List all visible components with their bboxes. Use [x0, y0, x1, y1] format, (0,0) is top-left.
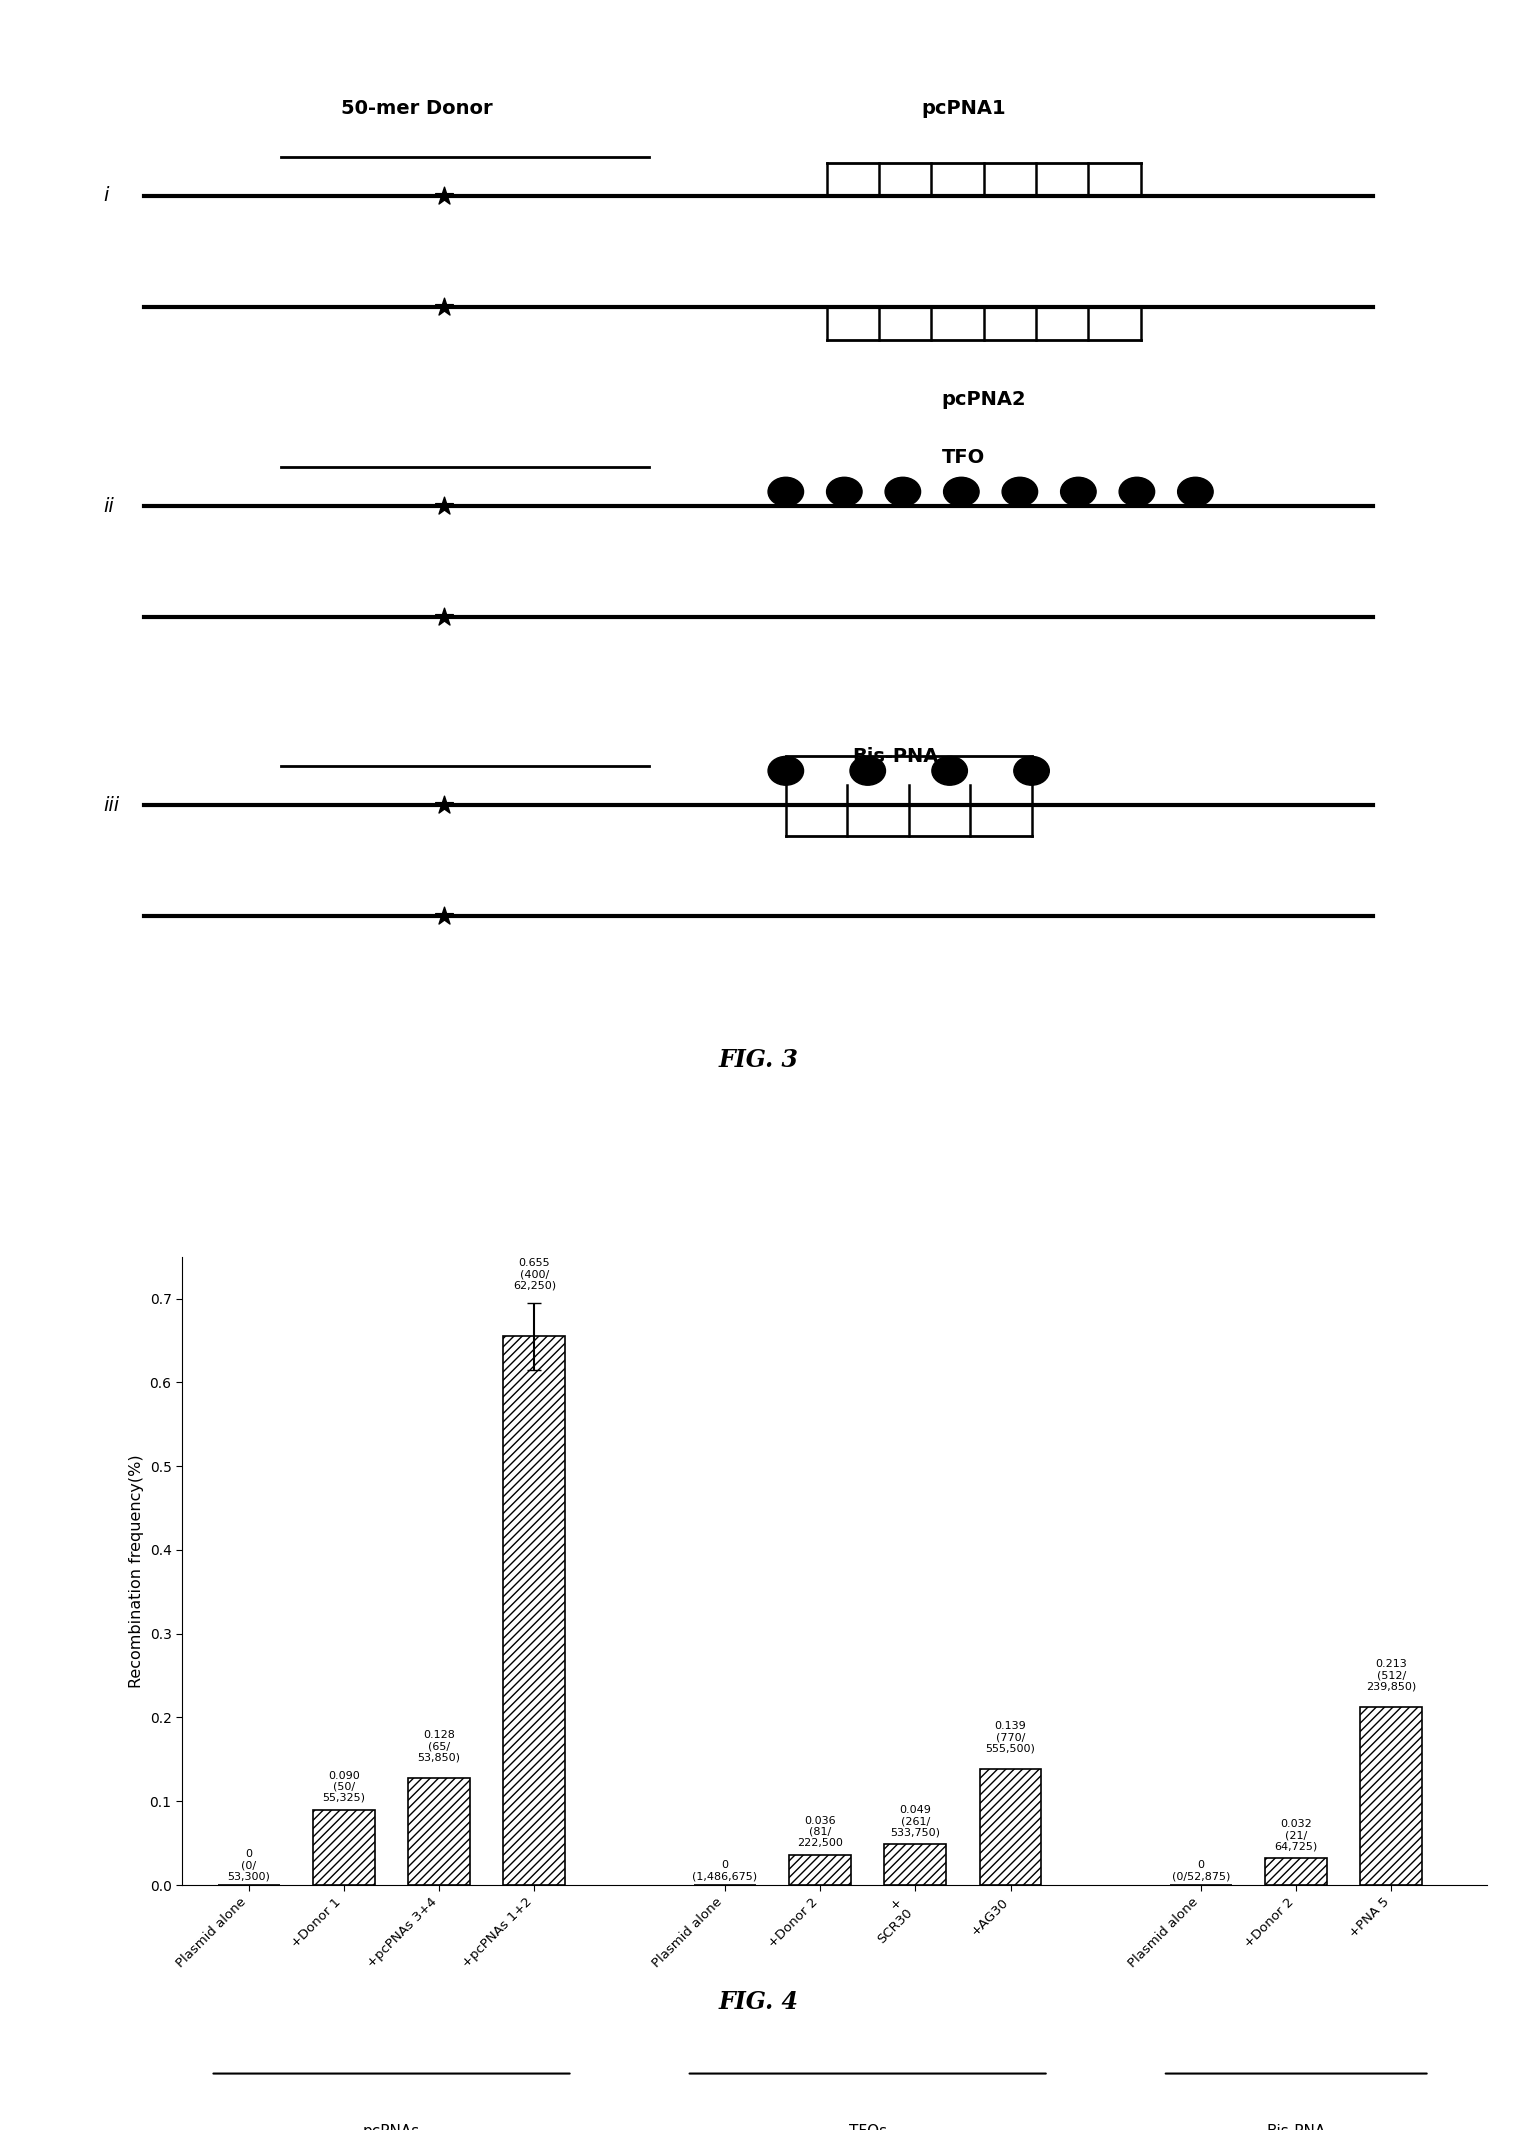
Text: iii: iii — [103, 797, 120, 814]
Circle shape — [1003, 477, 1038, 507]
Text: FIG. 4: FIG. 4 — [719, 1989, 798, 2015]
Bar — [1361, 1706, 1423, 1885]
Point — [432, 179, 457, 213]
Text: i: i — [103, 187, 109, 204]
Text: FIG. 3: FIG. 3 — [719, 1048, 798, 1071]
Text: TFOs: TFOs — [848, 2124, 887, 2130]
Text: 0
(1,486,675): 0 (1,486,675) — [692, 1859, 757, 1881]
Circle shape — [1177, 477, 1214, 507]
Bar — [789, 1855, 851, 1885]
Text: 0.032
(21/
64,725): 0.032 (21/ 64,725) — [1274, 1819, 1318, 1851]
Circle shape — [850, 756, 886, 786]
Text: 0.128
(65/
53,850): 0.128 (65/ 53,850) — [417, 1730, 461, 1764]
Point — [432, 290, 457, 324]
Text: pcPNA1: pcPNA1 — [921, 100, 1006, 119]
Circle shape — [768, 756, 804, 786]
Circle shape — [884, 477, 921, 507]
Text: pcPNAs: pcPNAs — [363, 2124, 420, 2130]
Point — [432, 490, 457, 524]
Text: Bis-PNA: Bis-PNA — [853, 748, 938, 767]
Circle shape — [827, 477, 862, 507]
Circle shape — [944, 477, 978, 507]
Circle shape — [1120, 477, 1154, 507]
Text: 0.049
(261/
533,750): 0.049 (261/ 533,750) — [890, 1804, 941, 1838]
Text: TFO: TFO — [942, 447, 985, 466]
Text: Bis-PNA: Bis-PNA — [1267, 2124, 1326, 2130]
Text: 50-mer Donor: 50-mer Donor — [341, 100, 493, 119]
Point — [432, 601, 457, 635]
Text: 0
(0/52,875): 0 (0/52,875) — [1171, 1859, 1230, 1881]
Text: 0.213
(512/
239,850): 0.213 (512/ 239,850) — [1367, 1659, 1417, 1691]
Bar — [884, 1845, 947, 1885]
Point — [432, 788, 457, 822]
Text: 0.655
(400/
62,250): 0.655 (400/ 62,250) — [513, 1259, 555, 1291]
Text: pcPNA2: pcPNA2 — [942, 390, 1025, 409]
Text: 0.036
(81/
222,500: 0.036 (81/ 222,500 — [796, 1815, 843, 1849]
Text: 0
(0/
53,300): 0 (0/ 53,300) — [228, 1849, 270, 1881]
Bar — [504, 1336, 566, 1885]
Circle shape — [1060, 477, 1097, 507]
Point — [432, 899, 457, 933]
Bar — [980, 1768, 1042, 1885]
Circle shape — [931, 756, 968, 786]
Bar — [408, 1779, 470, 1885]
Bar — [1265, 1857, 1327, 1885]
Circle shape — [1013, 756, 1050, 786]
Text: ii: ii — [103, 496, 114, 515]
Text: 0.139
(770/
555,500): 0.139 (770/ 555,500) — [986, 1721, 1036, 1753]
Y-axis label: Recombination frequency(%): Recombination frequency(%) — [129, 1455, 144, 1687]
Bar — [313, 1810, 375, 1885]
Text: 0.090
(50/
55,325): 0.090 (50/ 55,325) — [323, 1770, 366, 1802]
Circle shape — [768, 477, 804, 507]
